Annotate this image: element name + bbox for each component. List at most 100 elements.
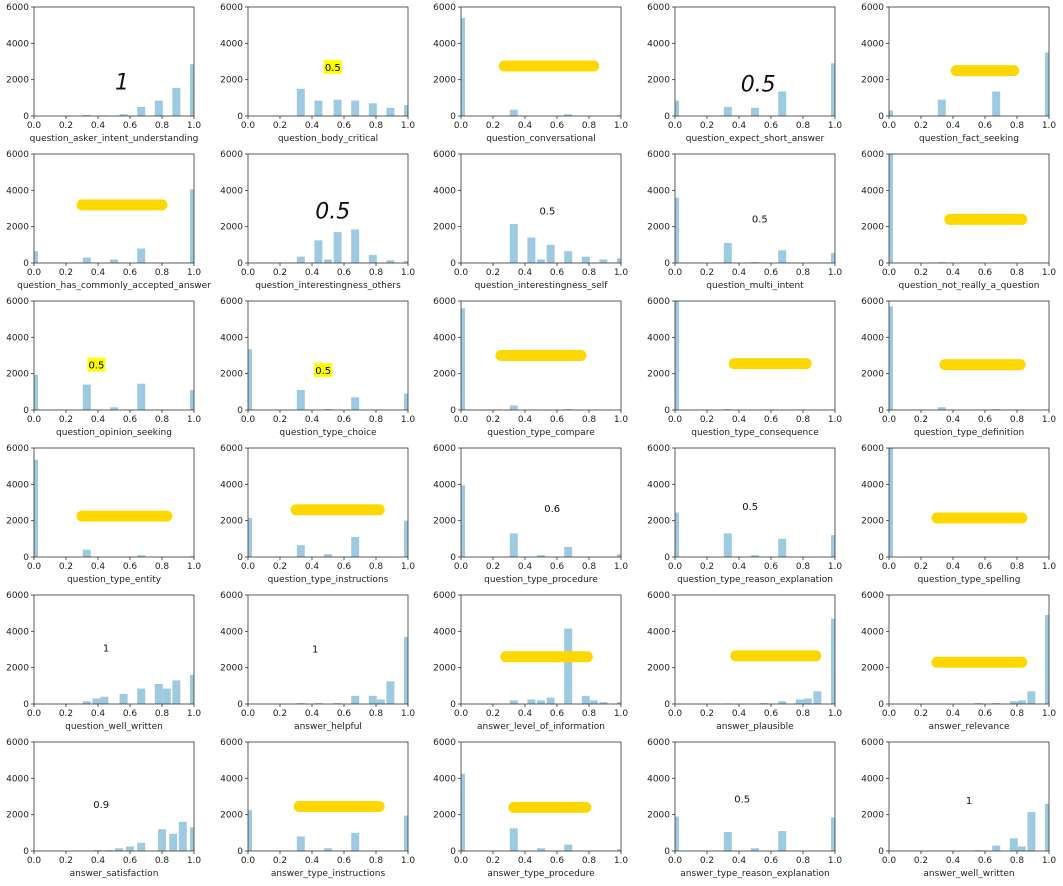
bar bbox=[324, 259, 332, 263]
bar bbox=[831, 618, 835, 704]
y-tick-label: 4000 bbox=[6, 774, 29, 784]
x-tick-label: 0.0 bbox=[668, 562, 683, 572]
bar bbox=[333, 99, 342, 116]
y-tick-label: 4000 bbox=[647, 186, 670, 196]
axes-frame bbox=[674, 300, 836, 411]
bar bbox=[137, 688, 146, 704]
y-tick-label: 0 bbox=[23, 700, 29, 710]
x-tick-label: 0.8 bbox=[369, 415, 384, 425]
axes-frame bbox=[33, 447, 195, 558]
bar bbox=[404, 105, 408, 116]
bar bbox=[1009, 838, 1018, 851]
x-tick-label: 0.0 bbox=[668, 121, 683, 131]
x-tick-label: 0.0 bbox=[241, 562, 256, 572]
histogram-panel: 0.0 0.2 0.4 0.6 0.8 1.0 0 2000 4000 6000 answer_sa… bbox=[6, 738, 201, 879]
bar bbox=[324, 554, 332, 557]
x-tick-label: 0.4 bbox=[305, 856, 320, 866]
x-tick-label: 0.8 bbox=[1010, 709, 1025, 719]
x-tick-label: 0.6 bbox=[764, 415, 779, 425]
x-tick-label: 0.2 bbox=[914, 856, 928, 866]
highlight-box bbox=[87, 357, 106, 372]
bar bbox=[190, 556, 194, 557]
y-tick-label: 0 bbox=[450, 406, 456, 416]
x-tick-label: 0.2 bbox=[486, 856, 500, 866]
bar bbox=[992, 703, 1001, 704]
x-tick-label: 0.4 bbox=[91, 856, 106, 866]
bar bbox=[675, 816, 679, 851]
bar bbox=[751, 107, 759, 116]
y-tick-label: 0 bbox=[878, 700, 884, 710]
histogram-panel: 0.0 0.2 0.4 0.6 0.8 1.0 0 2000 4000 6000 question_… bbox=[220, 150, 415, 291]
y-tick-label: 0 bbox=[237, 112, 243, 122]
x-tick-label: 0.8 bbox=[155, 562, 170, 572]
x-tick-label: 0.8 bbox=[155, 415, 170, 425]
bar bbox=[34, 251, 38, 263]
x-tick-label: 0.2 bbox=[914, 415, 928, 425]
histogram-panel: 0.0 0.2 0.4 0.6 0.8 1.0 0 2000 4000 6000 answer_pl… bbox=[647, 591, 842, 732]
bar bbox=[564, 547, 573, 557]
bar bbox=[333, 232, 342, 263]
x-tick-label: 1.0 bbox=[187, 709, 202, 719]
x-axis-label: question_well_written bbox=[65, 722, 163, 732]
x-axis-label: answer_type_reason_explanation bbox=[680, 869, 829, 879]
bar bbox=[351, 397, 360, 410]
y-tick-label: 6000 bbox=[433, 444, 456, 454]
y-tick-label: 2000 bbox=[861, 76, 884, 86]
bar bbox=[992, 409, 1001, 410]
y-tick-label: 6000 bbox=[861, 297, 884, 307]
x-tick-label: 0.2 bbox=[486, 268, 500, 278]
y-tick-label: 2000 bbox=[861, 517, 884, 527]
bar bbox=[675, 100, 679, 116]
y-tick-label: 2000 bbox=[220, 370, 243, 380]
x-tick-label: 1.0 bbox=[614, 268, 629, 278]
x-tick-label: 0.8 bbox=[582, 121, 597, 131]
bar bbox=[527, 699, 536, 704]
x-tick-label: 0.2 bbox=[914, 121, 928, 131]
x-tick-label: 0.6 bbox=[337, 856, 352, 866]
y-tick-label: 0 bbox=[878, 553, 884, 563]
y-tick-label: 0 bbox=[664, 700, 670, 710]
bar bbox=[190, 674, 194, 704]
x-tick-label: 0.4 bbox=[305, 121, 320, 131]
histogram-panel: 0.0 0.2 0.4 0.6 0.8 1.0 0 2000 4000 6000 question_… bbox=[433, 297, 628, 438]
bar bbox=[974, 703, 983, 704]
axes-frame bbox=[247, 594, 409, 705]
x-tick-label: 0.0 bbox=[241, 709, 256, 719]
y-tick-label: 2000 bbox=[6, 664, 29, 674]
x-tick-label: 0.0 bbox=[454, 415, 469, 425]
bar bbox=[509, 405, 518, 410]
y-tick-label: 4000 bbox=[861, 627, 884, 637]
y-tick-label: 6000 bbox=[647, 738, 670, 748]
axes-frame bbox=[33, 153, 195, 264]
y-tick-label: 6000 bbox=[647, 444, 670, 454]
bar bbox=[314, 100, 323, 116]
y-tick-label: 4000 bbox=[861, 774, 884, 784]
histogram-panel: 0.0 0.2 0.4 0.6 0.8 1.0 0 2000 4000 6000 question_… bbox=[647, 444, 842, 585]
bar bbox=[1017, 846, 1026, 851]
x-axis-label: question_not_really_a_question bbox=[899, 281, 1040, 291]
bar bbox=[119, 694, 128, 704]
bar bbox=[154, 684, 163, 704]
x-tick-label: 0.8 bbox=[582, 268, 597, 278]
x-tick-label: 0.0 bbox=[27, 415, 42, 425]
x-tick-label: 0.6 bbox=[978, 415, 993, 425]
x-axis-label: question_interestingness_self bbox=[475, 281, 609, 291]
y-tick-label: 6000 bbox=[6, 297, 29, 307]
x-tick-label: 0.6 bbox=[550, 415, 565, 425]
bar bbox=[34, 459, 38, 557]
axes-frame bbox=[888, 447, 1050, 558]
x-tick-label: 1.0 bbox=[401, 415, 416, 425]
y-tick-label: 2000 bbox=[6, 811, 29, 821]
y-tick-label: 2000 bbox=[647, 811, 670, 821]
axes-frame bbox=[460, 300, 622, 411]
bar bbox=[617, 849, 621, 851]
y-tick-label: 2000 bbox=[647, 664, 670, 674]
bar bbox=[889, 306, 893, 410]
bar bbox=[537, 700, 545, 704]
bar bbox=[368, 695, 377, 704]
bar bbox=[137, 248, 146, 263]
x-tick-label: 0.0 bbox=[668, 709, 683, 719]
bar bbox=[778, 538, 787, 557]
x-tick-label: 0.4 bbox=[946, 856, 961, 866]
y-tick-label: 2000 bbox=[433, 223, 456, 233]
